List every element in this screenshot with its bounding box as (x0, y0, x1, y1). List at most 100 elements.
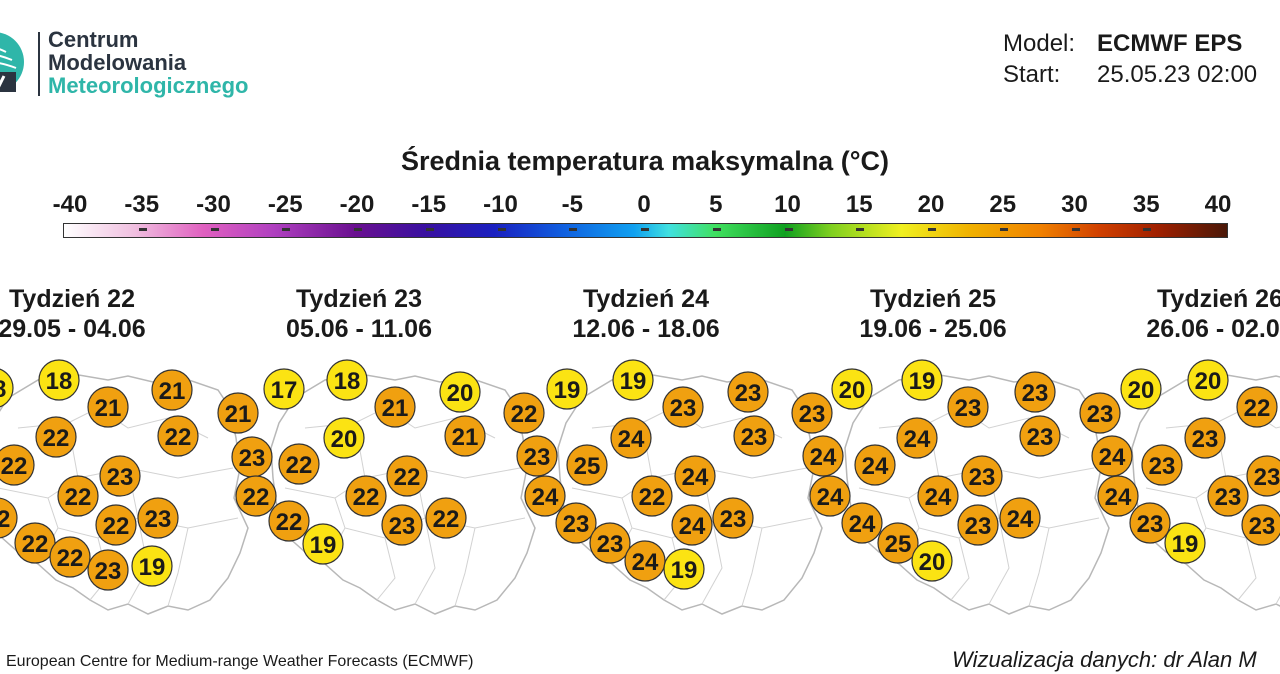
scale-tick (425, 228, 434, 231)
temperature-circle (1246, 455, 1280, 497)
temperature-value: 20 (331, 426, 358, 453)
temperature-circle (566, 444, 608, 486)
temperature-value: 19 (909, 368, 936, 395)
scale-label: -10 (483, 191, 518, 218)
region-border (454, 527, 476, 607)
temperature-value: 23 (597, 531, 624, 558)
week-title: Tydzień 24 (583, 285, 709, 313)
temperature-circle (439, 371, 481, 413)
temperature-value: 25 (885, 531, 912, 558)
start-label: Start: (1003, 61, 1061, 88)
temperature-circle (268, 500, 310, 542)
region-border (376, 537, 396, 601)
start-row: Start: 25.05.23 02:00 (1003, 59, 1257, 90)
temperature-value: 22 (276, 509, 303, 536)
temperature-circle (1019, 415, 1061, 457)
region-border (414, 517, 436, 605)
temperature-value: 24 (1105, 484, 1132, 511)
temperature-circle (87, 549, 129, 591)
scale-label: -30 (196, 191, 231, 218)
temperature-circle (1184, 417, 1226, 459)
region-border (1237, 537, 1257, 601)
visualization-credit: Wizualizacja danych: dr Alan M (952, 647, 1257, 672)
cmm-wave-logo-icon (0, 32, 24, 92)
temperature-value: 19 (671, 557, 698, 584)
scale-label: -35 (124, 191, 160, 218)
temperature-value: 22 (286, 452, 313, 479)
week-heading: Tydzień 25 19.06 - 25.06 (783, 284, 1083, 344)
temperature-circle (911, 540, 953, 582)
temperature-value: 22 (243, 484, 270, 511)
week-title: Tydzień 26 (1157, 285, 1280, 313)
week-title: Tydzień 22 (9, 285, 135, 313)
model-value: ECMWF EPS (1097, 30, 1243, 57)
temperature-circle (831, 368, 873, 410)
week-dates: 12.06 - 18.06 (572, 315, 720, 343)
scale-label: 0 (637, 191, 651, 218)
temperature-circle (235, 475, 277, 517)
scale-label: 5 (709, 191, 723, 218)
scale-tick (138, 228, 147, 231)
temperature-value: 22 (43, 425, 70, 452)
scale-label: -15 (411, 191, 447, 218)
scale-label: 30 (1061, 191, 1088, 218)
week-heading: Tydzień 24 12.06 - 18.06 (496, 284, 796, 344)
temperature-value: 20 (447, 380, 474, 407)
week-dates: 26.06 - 02.07 (1146, 315, 1280, 343)
temperature-value: 19 (310, 532, 337, 559)
temperature-circle (791, 392, 833, 434)
temperature-value: 24 (618, 426, 645, 453)
temperature-value: 22 (353, 484, 380, 511)
temperature-circle (841, 502, 883, 544)
scale-tick (712, 228, 721, 231)
temperature-circle (374, 386, 416, 428)
temperature-value: 17 (271, 377, 298, 404)
temperature-circle (57, 475, 99, 517)
temperature-value: 22 (103, 513, 130, 540)
color-scale-labels: -40 -35 -30 -25 -20 -15 -10 -5 0 5 10 15 20 25 30 35 40 (0, 191, 1280, 221)
temperature-value: 23 (145, 506, 172, 533)
temperature-circle (854, 444, 896, 486)
temperature-value: 23 (1137, 511, 1164, 538)
temperature-circle (1207, 475, 1249, 517)
scale-label: -40 (52, 191, 88, 218)
temperature-circle (381, 504, 423, 546)
temperature-circle (917, 475, 959, 517)
temperature-circle (302, 523, 344, 565)
temperature-value: 23 (720, 506, 747, 533)
temperature-circle (727, 371, 769, 413)
temperature-circle (131, 545, 173, 587)
scale-tick (282, 228, 291, 231)
temperature-value: 22 (22, 531, 49, 558)
temperature-value: 23 (1249, 513, 1276, 540)
temperature-circle (546, 368, 588, 410)
temperature-circle (612, 359, 654, 401)
region-border (988, 517, 1010, 605)
model-row: Model: ECMWF EPS (1003, 28, 1257, 59)
temperature-value: 21 (159, 378, 186, 405)
temperature-circle (516, 435, 558, 477)
week-dates: 05.06 - 11.06 (286, 315, 432, 343)
scale-tick (999, 228, 1008, 231)
temperature-circle (809, 475, 851, 517)
temperature-value: 23 (524, 444, 551, 471)
scale-label: -5 (561, 191, 583, 218)
temperature-value: 22 (433, 506, 460, 533)
temperature-circle (662, 386, 704, 428)
region-border (741, 527, 763, 607)
week-heading: Tydzień 23 05.06 - 11.06 (209, 284, 509, 344)
scale-tick (354, 228, 362, 231)
temperature-value: 19 (554, 377, 581, 404)
model-label: Model: (1003, 30, 1076, 57)
temperature-value: 24 (810, 444, 837, 471)
temperature-value: 23 (107, 464, 134, 491)
temperature-value: 23 (1087, 401, 1114, 428)
region-border (701, 517, 723, 605)
temperature-circle (278, 443, 320, 485)
temperature-circle (555, 502, 597, 544)
temperature-value: 21 (225, 401, 252, 428)
region-border (1028, 527, 1050, 607)
temperature-value: 19 (620, 368, 647, 395)
temperature-circle (1141, 444, 1183, 486)
temperature-circle (947, 386, 989, 428)
